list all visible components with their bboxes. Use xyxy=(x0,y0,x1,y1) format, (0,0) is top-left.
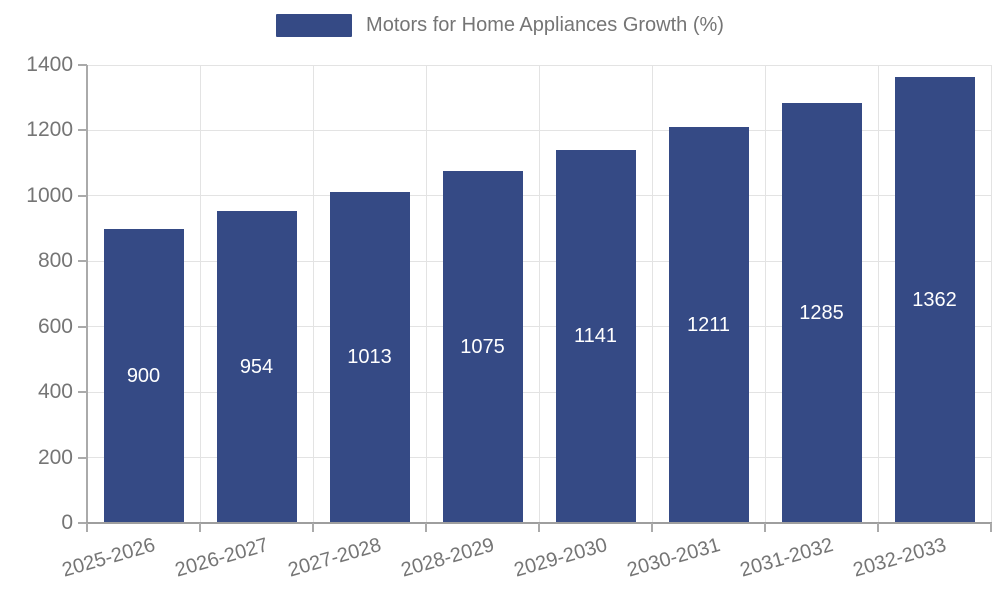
x-tick-label-2025-2026: 2025-2026 xyxy=(59,534,158,582)
x-tick-mark xyxy=(425,523,427,532)
bar-value-label: 1141 xyxy=(573,325,617,348)
v-gridline xyxy=(312,65,314,523)
y-tick-label: 400 xyxy=(37,380,73,404)
y-tick-label: 1400 xyxy=(26,53,73,76)
x-tick-label-2026-2027: 2026-2027 xyxy=(172,534,271,582)
x-tick-label-2032-2033: 2032-2033 xyxy=(850,534,949,582)
bar-2032-2033[interactable]: 1362 xyxy=(894,77,975,523)
bar-value-label: 1362 xyxy=(912,289,957,312)
bar-value-label: 1211 xyxy=(686,313,730,336)
bar-value-label: 1013 xyxy=(347,346,392,369)
bar-2027-2028[interactable]: 1013 xyxy=(329,191,410,523)
v-gridline xyxy=(877,65,879,523)
y-tick-mark xyxy=(78,129,87,132)
legend[interactable]: Motors for Home Appliances Growth (%) xyxy=(0,14,1000,37)
bar-2029-2030[interactable]: 1141 xyxy=(555,149,636,523)
bar-2028-2029[interactable]: 1075 xyxy=(442,171,523,523)
y-tick-mark xyxy=(78,456,87,459)
v-gridline xyxy=(990,65,992,523)
bar-2026-2027[interactable]: 954 xyxy=(216,210,297,523)
v-gridline xyxy=(764,65,766,523)
y-tick-label: 200 xyxy=(37,445,73,469)
y-axis-line xyxy=(86,65,88,523)
y-tick-mark xyxy=(78,325,87,328)
legend-swatch-icon xyxy=(276,14,353,37)
x-tick-mark xyxy=(877,523,879,532)
x-tick-mark xyxy=(764,523,766,532)
y-tick-label: 1200 xyxy=(26,118,73,142)
y-tick-label: 1000 xyxy=(26,183,73,207)
x-tick-mark xyxy=(990,523,992,532)
y-tick-label: 600 xyxy=(37,314,73,338)
x-tick-label-2027-2028: 2027-2028 xyxy=(285,534,384,582)
y-tick-mark xyxy=(78,391,87,394)
y-tick-label: 800 xyxy=(37,249,73,273)
v-gridline xyxy=(425,65,427,523)
y-tick-mark xyxy=(78,260,87,263)
bar-2030-2031[interactable]: 1211 xyxy=(668,126,749,523)
x-tick-label-2028-2029: 2028-2029 xyxy=(398,534,497,582)
v-gridline xyxy=(651,65,653,523)
x-tick-mark xyxy=(86,523,88,532)
x-tick-label-2029-2030: 2029-2030 xyxy=(511,534,610,582)
bar-2031-2032[interactable]: 1285 xyxy=(781,102,862,523)
y-tick-mark xyxy=(78,194,87,197)
x-tick-label-2031-2032: 2031-2032 xyxy=(737,534,836,582)
bar-value-label: 1285 xyxy=(799,301,844,324)
legend-label: Motors for Home Appliances Growth (%) xyxy=(366,14,724,36)
plot-area: 0 200 400 600 800 1000 1200 1400 900 954 1013 1075… xyxy=(26,53,992,582)
v-gridline xyxy=(199,65,201,523)
y-tick-label: 0 xyxy=(61,511,73,534)
bar-value-label: 1075 xyxy=(460,336,505,359)
bar-value-label: 954 xyxy=(239,355,274,378)
v-gridline xyxy=(538,65,540,523)
y-tick-mark xyxy=(78,64,87,66)
x-tick-mark xyxy=(651,523,653,532)
x-tick-label-2030-2031: 2030-2031 xyxy=(624,534,723,582)
y-tick-mark xyxy=(78,522,87,524)
x-tick-mark xyxy=(538,523,540,532)
bar-value-label: 900 xyxy=(126,364,161,387)
bar-2025-2026[interactable]: 900 xyxy=(103,228,184,523)
x-tick-mark xyxy=(199,523,201,532)
x-tick-mark xyxy=(312,523,314,532)
